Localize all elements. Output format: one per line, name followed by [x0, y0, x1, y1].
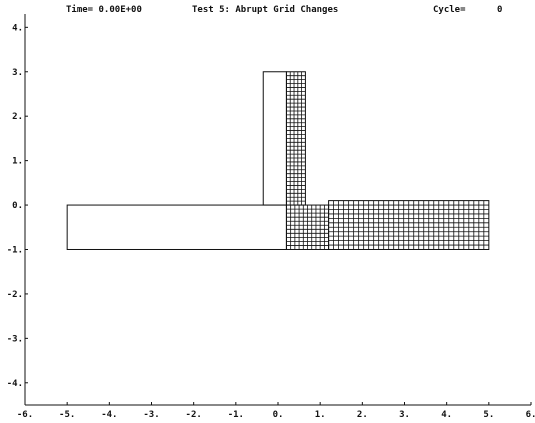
time-value: 0.00E+00 — [98, 5, 142, 15]
mesh-regions — [66, 71, 490, 250]
y-tick-label: 4. — [12, 23, 23, 33]
y-tick-label: 0. — [12, 201, 23, 211]
x-tick-label: 1. — [315, 410, 326, 420]
y-tick-label: -2. — [7, 290, 23, 300]
chart-title: Test 5: Abrupt Grid Changes — [192, 5, 339, 15]
y-tick-label: 1. — [12, 157, 23, 167]
x-tick-label: -3. — [143, 410, 159, 420]
time-label: Time= — [66, 5, 94, 15]
x-tick-label: -4. — [101, 410, 117, 420]
mesh-outline — [66, 204, 287, 250]
x-tick-label: -1. — [228, 410, 244, 420]
axes: 4. 3. 2. 1. 0. -1. -2. -3. -4. -6. -5. -4. -3. -2. -1.… — [7, 14, 535, 420]
y-tick-label: 3. — [12, 68, 23, 78]
x-tick-label: 0. — [273, 410, 284, 420]
x-tick-label: 2. — [357, 410, 368, 420]
cycle-readout: Cycle= 0 — [433, 6, 502, 15]
mesh-region-coarse-left-channel — [66, 204, 287, 250]
y-tick-label: -1. — [7, 245, 23, 255]
x-tick-label: 6. — [526, 410, 535, 420]
mesh-region-coarse-vertical-inlet — [262, 71, 287, 206]
time-readout: Time= 0.00E+00 — [66, 6, 142, 15]
mesh-outline — [262, 71, 287, 206]
cycle-value: 0 — [496, 5, 503, 15]
y-tick-label: 2. — [12, 112, 23, 122]
x-tick-label: 3. — [399, 410, 410, 420]
mesh-region-fine-corner-block — [285, 204, 330, 250]
cycle-label: Cycle= — [433, 5, 466, 15]
mesh-region-fine-right-channel — [328, 200, 490, 250]
x-tick-label: -2. — [186, 410, 202, 420]
mesh-region-fine-vertical-column — [285, 71, 306, 206]
y-tick-label: -3. — [7, 334, 23, 344]
x-tick-label: 5. — [483, 410, 494, 420]
x-tick-label: 4. — [441, 410, 452, 420]
x-tick-label: -6. — [17, 410, 33, 420]
y-tick-label: -4. — [7, 379, 23, 389]
x-tick-label: -5. — [59, 410, 75, 420]
